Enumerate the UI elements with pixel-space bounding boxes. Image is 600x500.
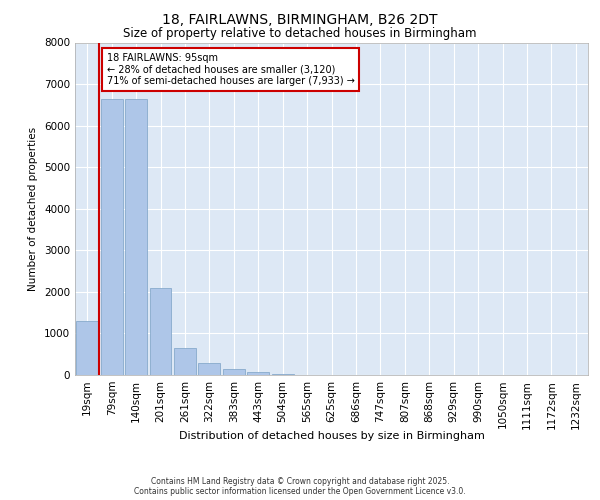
Bar [125, 98, 147, 375]
Text: 18, FAIRLAWNS, BIRMINGHAM, B26 2DT: 18, FAIRLAWNS, BIRMINGHAM, B26 2DT [162, 12, 438, 26]
Bar [76, 321, 98, 375]
Bar [272, 374, 293, 375]
Bar [247, 372, 269, 375]
Text: 18 FAIRLAWNS: 95sqm
← 28% of detached houses are smaller (3,120)
71% of semi-det: 18 FAIRLAWNS: 95sqm ← 28% of detached ho… [107, 53, 355, 86]
Text: Size of property relative to detached houses in Birmingham: Size of property relative to detached ho… [123, 28, 477, 40]
Bar [174, 348, 196, 375]
Y-axis label: Number of detached properties: Number of detached properties [28, 126, 38, 291]
Text: Contains HM Land Registry data © Crown copyright and database right 2025.
Contai: Contains HM Land Registry data © Crown c… [134, 476, 466, 496]
Bar [101, 98, 122, 375]
Bar [223, 369, 245, 375]
Bar [199, 362, 220, 375]
X-axis label: Distribution of detached houses by size in Birmingham: Distribution of detached houses by size … [179, 432, 484, 442]
Bar [149, 288, 172, 375]
